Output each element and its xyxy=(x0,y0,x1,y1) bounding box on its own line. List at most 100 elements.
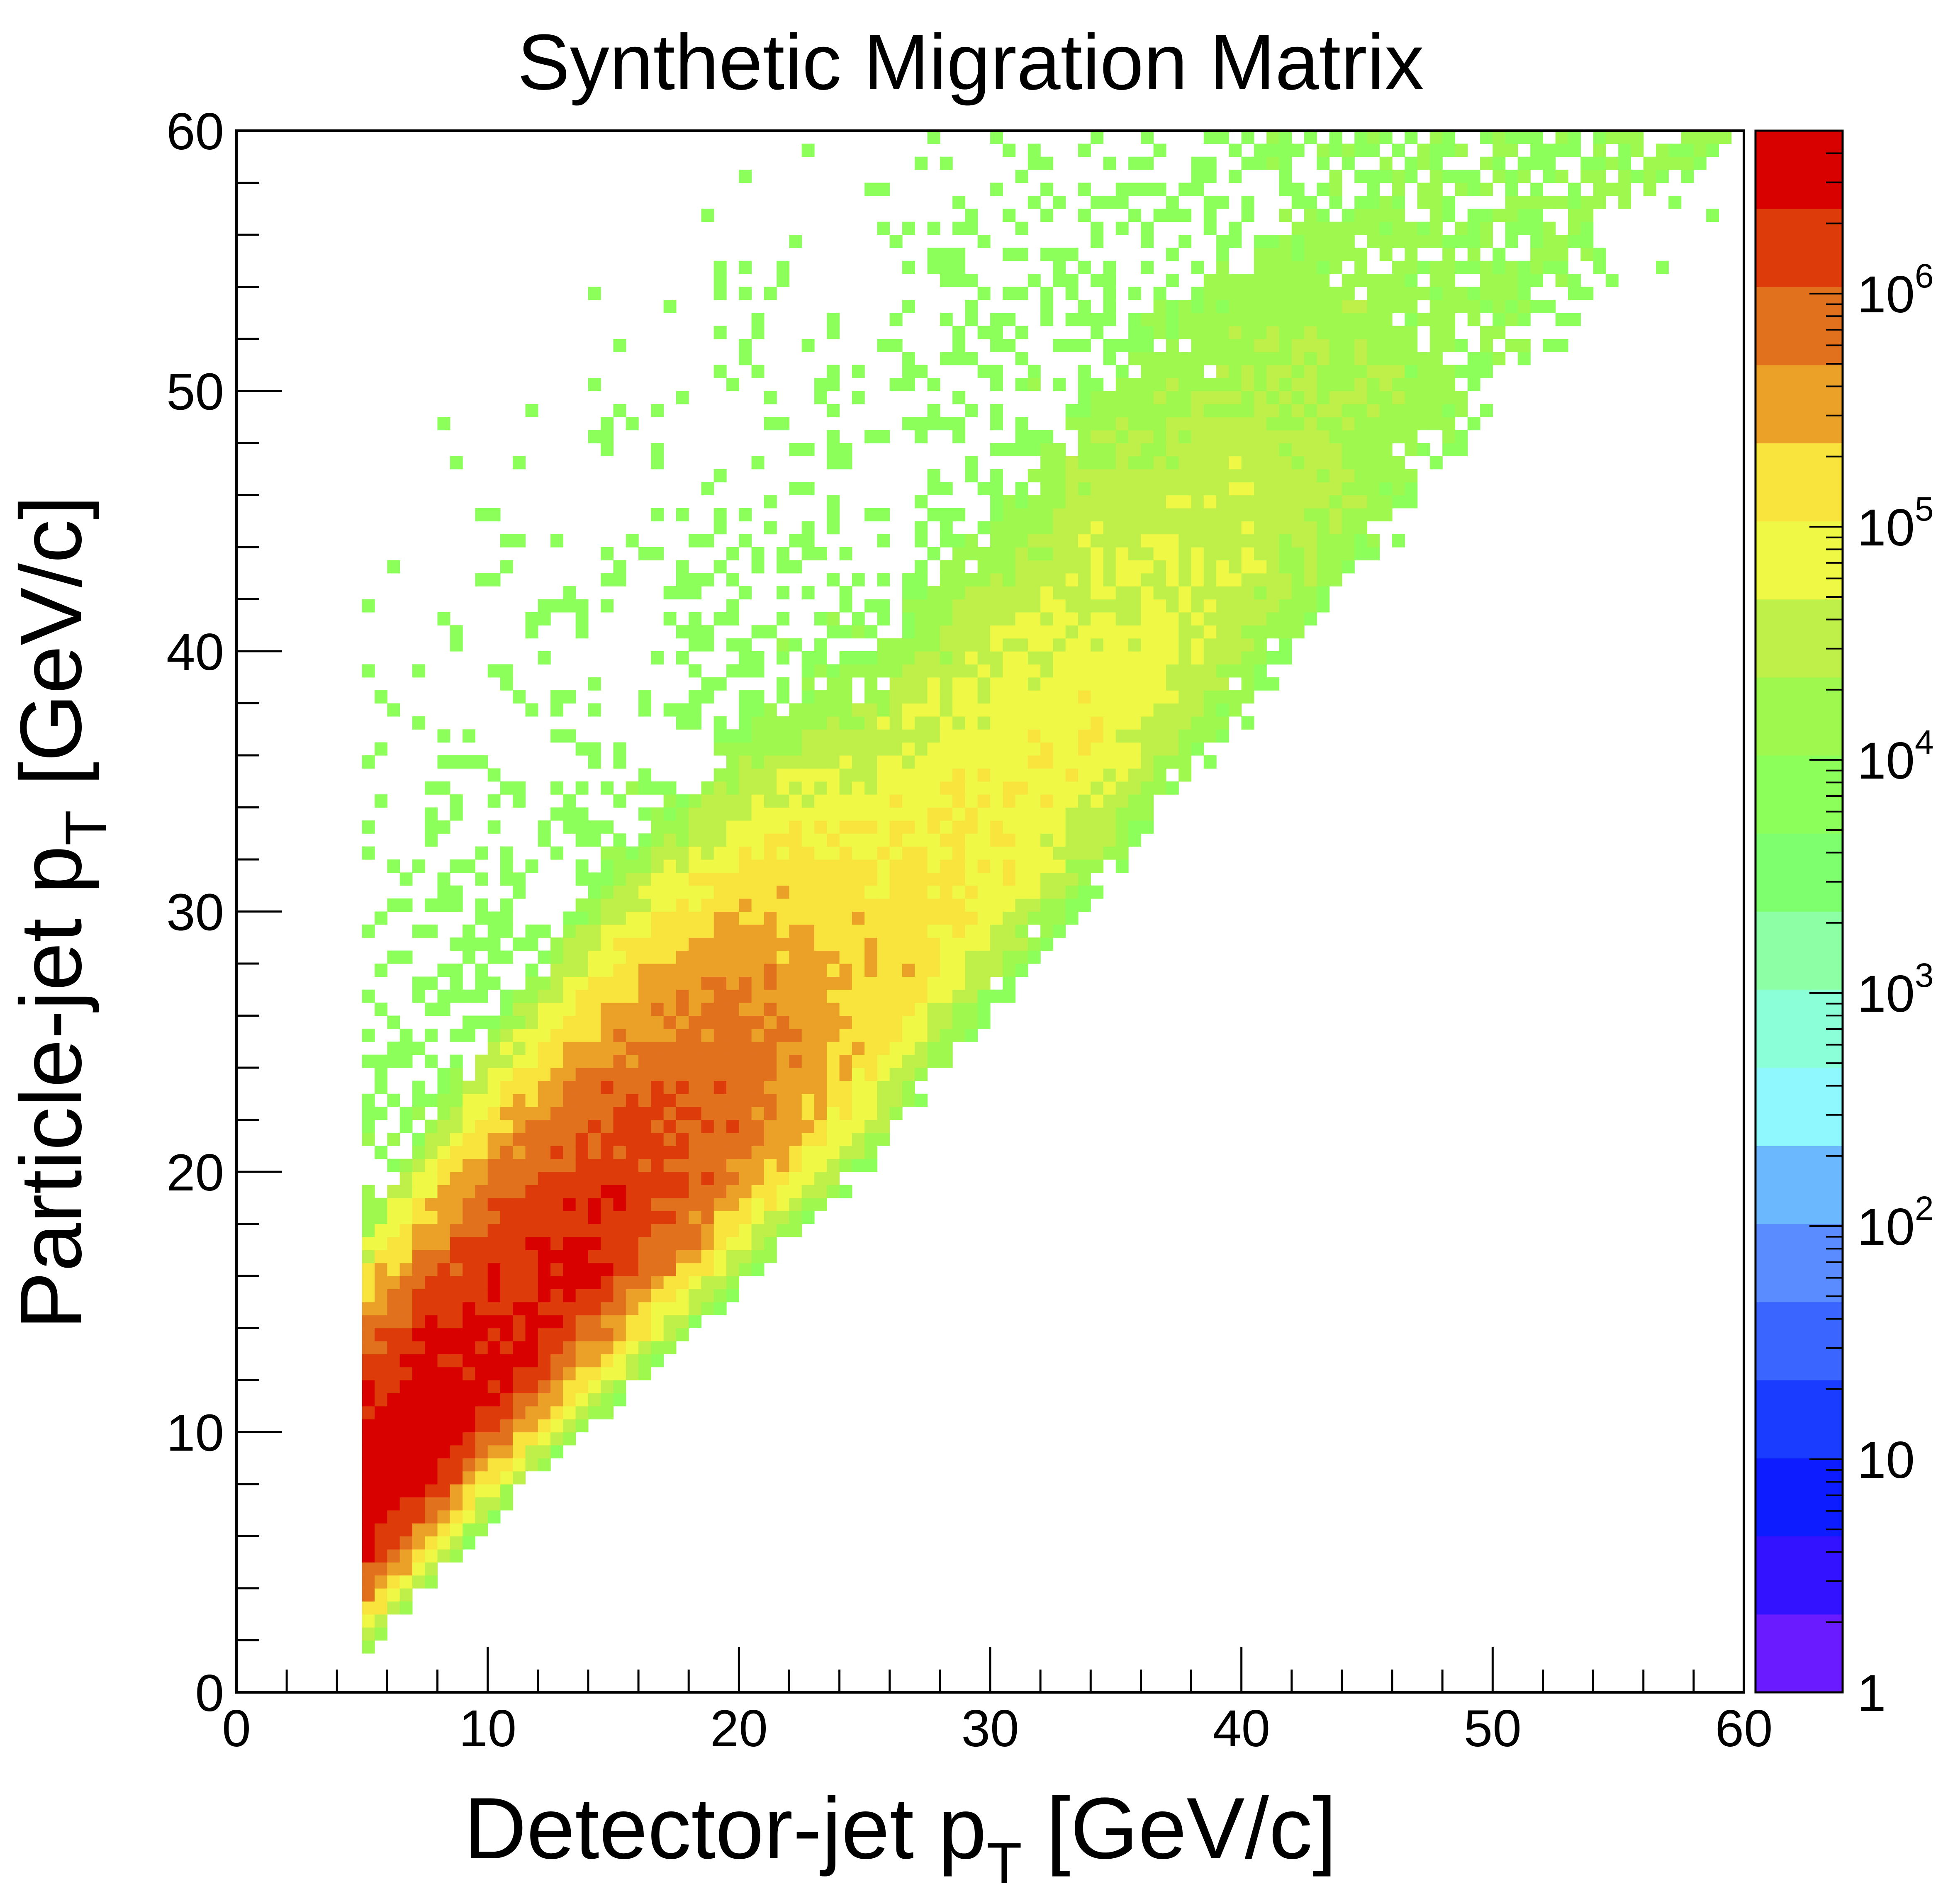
heatmap-cell xyxy=(827,1081,840,1094)
heatmap-cell xyxy=(1153,352,1166,365)
heatmap-cell xyxy=(864,950,878,964)
heatmap-cell xyxy=(362,1393,375,1407)
heatmap-cell xyxy=(375,1549,387,1563)
heatmap-cell xyxy=(1304,508,1317,521)
heatmap-cell xyxy=(789,911,802,925)
heatmap-cell xyxy=(1241,573,1254,587)
heatmap-cell xyxy=(651,1146,664,1159)
heatmap-cell xyxy=(1091,235,1104,248)
heatmap-cell xyxy=(1065,768,1079,782)
heatmap-cell xyxy=(450,1276,463,1289)
heatmap-cell xyxy=(450,1093,463,1107)
heatmap-cell xyxy=(814,1015,827,1029)
heatmap-cell xyxy=(1115,495,1129,509)
heatmap-cell xyxy=(450,1536,463,1550)
heatmap-cell xyxy=(475,1302,488,1315)
heatmap-cell xyxy=(1053,534,1066,548)
heatmap-cell xyxy=(889,690,903,704)
heatmap-cell xyxy=(387,1393,400,1407)
heatmap-cell xyxy=(1191,352,1204,365)
heatmap-cell xyxy=(726,638,739,652)
heatmap-cell xyxy=(638,911,651,925)
heatmap-cell xyxy=(1467,287,1480,300)
heatmap-cell xyxy=(1191,443,1204,456)
heatmap-cell xyxy=(575,1393,589,1407)
heatmap-cell xyxy=(839,937,852,951)
heatmap-cell xyxy=(801,1132,815,1146)
heatmap-cell xyxy=(425,898,438,912)
heatmap-cell xyxy=(889,664,903,678)
heatmap-cell xyxy=(638,964,651,977)
heatmap-cell xyxy=(927,651,940,664)
heatmap-cell xyxy=(1367,417,1380,431)
heatmap-cell xyxy=(915,755,928,769)
heatmap-cell xyxy=(689,1093,702,1107)
heatmap-cell xyxy=(940,846,953,860)
heatmap-cell xyxy=(1467,248,1480,261)
heatmap-cell xyxy=(1530,195,1544,209)
heatmap-cell xyxy=(902,586,915,600)
heatmap-cell xyxy=(676,989,689,1003)
heatmap-cell xyxy=(751,964,765,977)
heatmap-cell xyxy=(965,859,978,873)
heatmap-cell xyxy=(500,1263,513,1276)
heatmap-cell xyxy=(1354,534,1368,548)
heatmap-cell xyxy=(739,768,752,782)
heatmap-cell xyxy=(764,989,777,1003)
heatmap-cell xyxy=(375,1054,387,1068)
heatmap-cell xyxy=(751,625,765,639)
heatmap-cell xyxy=(777,586,790,600)
heatmap-cell xyxy=(852,703,865,717)
heatmap-cell xyxy=(1442,195,1456,209)
heatmap-cell xyxy=(990,964,1003,977)
heatmap-cell xyxy=(1040,547,1054,560)
heatmap-cell xyxy=(940,638,953,652)
heatmap-cell xyxy=(814,937,827,951)
heatmap-cell xyxy=(626,1172,639,1185)
heatmap-cell xyxy=(1216,677,1229,691)
heatmap-cell xyxy=(1040,885,1054,899)
heatmap-cell xyxy=(638,1367,651,1380)
heatmap-cell xyxy=(764,859,777,873)
heatmap-cell xyxy=(1216,716,1229,730)
heatmap-cell xyxy=(701,534,714,548)
heatmap-cell xyxy=(789,1081,802,1094)
heatmap-cell xyxy=(1078,547,1091,560)
heatmap-cell xyxy=(1593,260,1606,274)
heatmap-cell xyxy=(1003,755,1016,769)
heatmap-cell xyxy=(1027,807,1041,821)
heatmap-cell xyxy=(1053,846,1066,860)
heatmap-cell xyxy=(789,781,802,795)
heatmap-cell xyxy=(487,1120,501,1133)
heatmap-cell xyxy=(651,508,664,521)
heatmap-cell xyxy=(689,612,702,626)
heatmap-cell xyxy=(1153,742,1166,756)
heatmap-cell xyxy=(1128,807,1141,821)
heatmap-cell xyxy=(852,924,865,938)
x-axis-title: Detector-jet pT [GeV/c] xyxy=(464,1779,1337,1896)
heatmap-cell xyxy=(450,885,463,899)
heatmap-cell xyxy=(1166,352,1179,365)
heatmap-cell xyxy=(1203,170,1217,183)
heatmap-cell xyxy=(450,1367,463,1380)
heatmap-cell xyxy=(1040,677,1054,691)
heatmap-cell xyxy=(1003,976,1016,990)
heatmap-cell xyxy=(450,1432,463,1446)
heatmap-cell xyxy=(1115,599,1129,613)
heatmap-cell xyxy=(852,1146,865,1159)
heatmap-cell xyxy=(726,742,739,756)
heatmap-cell xyxy=(764,391,777,404)
heatmap-cell xyxy=(1279,508,1292,521)
heatmap-cell xyxy=(1141,469,1154,482)
heatmap-cell xyxy=(1266,612,1280,626)
heatmap-cell xyxy=(701,1146,714,1159)
heatmap-cell xyxy=(651,898,664,912)
heatmap-cell xyxy=(412,1107,425,1120)
heatmap-cell xyxy=(1266,521,1280,535)
heatmap-cell xyxy=(839,599,852,613)
heatmap-cell xyxy=(1128,339,1141,352)
heatmap-cell xyxy=(375,1419,387,1433)
heatmap-cell xyxy=(676,833,689,847)
heatmap-cell xyxy=(1455,144,1468,157)
heatmap-cell xyxy=(525,1003,538,1016)
